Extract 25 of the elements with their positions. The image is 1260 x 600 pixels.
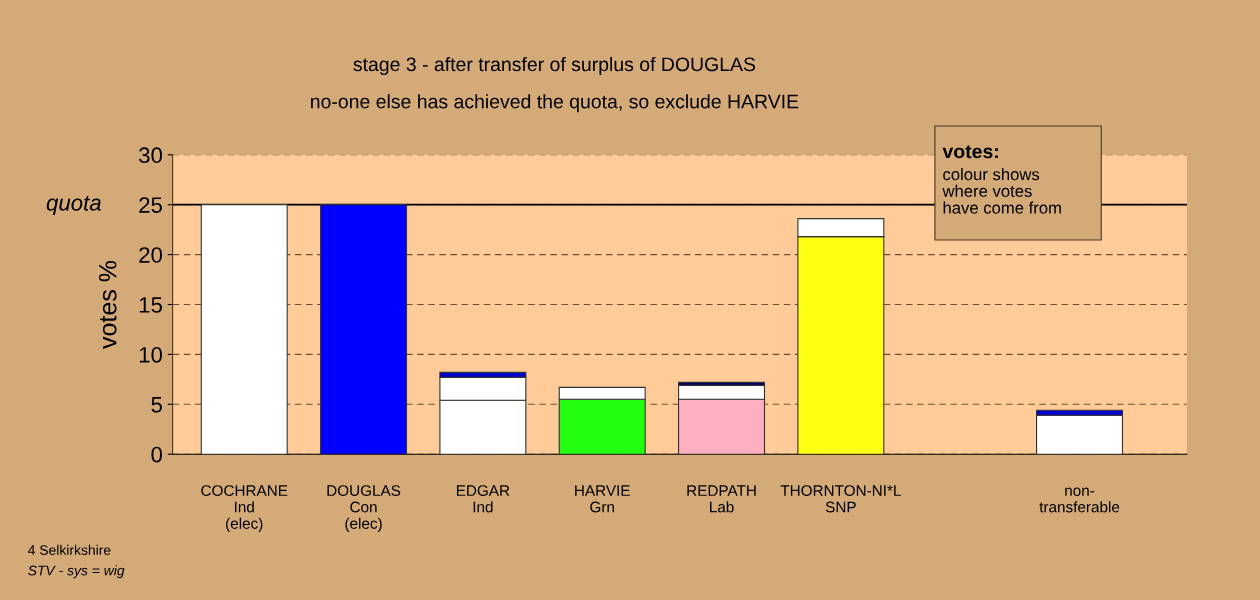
y-tick-label: 0 bbox=[151, 446, 163, 463]
bar bbox=[320, 204, 408, 455]
y-tick-label: 25 bbox=[139, 197, 162, 213]
x-tick-label: DOUGLAS Con (elec) bbox=[327, 485, 401, 532]
annotation: votes: bbox=[942, 145, 998, 159]
y-axis-title: votes % bbox=[98, 260, 117, 349]
x-tick-label: THORNTON-NI*L SNP bbox=[780, 485, 901, 513]
y-tick-label: 5 bbox=[151, 397, 162, 413]
annotation: colour shows where votes have come from bbox=[942, 168, 1061, 214]
text: 4 Selkirkshire bbox=[28, 544, 111, 555]
x-tick-label: HARVIE Grn bbox=[575, 485, 630, 513]
ref-line-label: quota bbox=[46, 196, 101, 216]
x-tick-label: EDGAR Ind bbox=[456, 485, 510, 513]
chart-title: stage 3 - after transfer of surplus of DOUGLAS bbox=[353, 56, 756, 76]
x-tick-label: non- transferable bbox=[1039, 487, 1120, 513]
y-tick-label: 15 bbox=[139, 297, 162, 313]
y-tick-label: 30 bbox=[139, 147, 163, 164]
text: STV - sys = wig bbox=[28, 565, 125, 579]
chart-subtitle: no-one else has achieved the quota, so exclude HARVIE bbox=[311, 94, 799, 113]
bar bbox=[1036, 414, 1124, 455]
y-tick-label: 20 bbox=[139, 247, 163, 263]
bar bbox=[200, 204, 288, 455]
x-tick-label: COCHRANE Ind (elec) bbox=[201, 485, 288, 532]
y-tick-label: 10 bbox=[139, 346, 163, 363]
x-tick-label: REDPATH Lab bbox=[687, 485, 756, 513]
